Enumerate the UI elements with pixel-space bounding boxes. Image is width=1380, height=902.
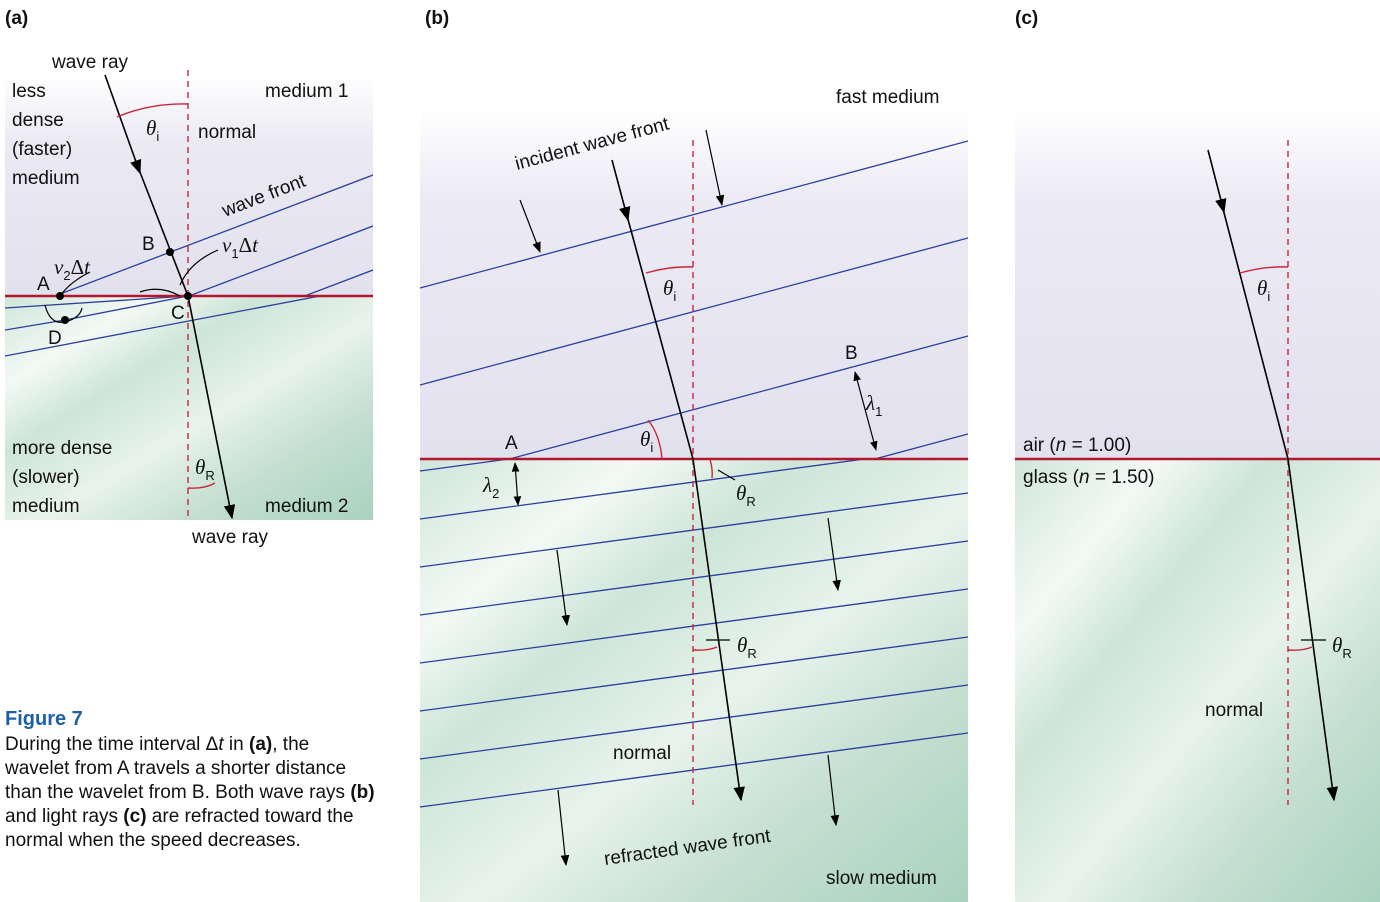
medium-label: medium 2 (265, 496, 348, 517)
panel-label: (c) (1015, 8, 1038, 29)
panel-b: (b) fast medium incident wave front θi B… (420, 8, 968, 902)
glass-bg (1015, 459, 1380, 902)
panel-c: (c) θi air (n = 1.00) glass (n = 1.50) θ… (1015, 8, 1380, 902)
caption-text: (a) (249, 734, 272, 755)
distance-label: v1Δt (222, 233, 259, 261)
point-label: A (505, 433, 518, 454)
caption-text: During the time interval (5, 734, 206, 755)
medium-label: slow medium (826, 868, 937, 889)
ray-label: wave ray (51, 52, 129, 73)
figure-caption: Figure 7 During the time interval Δt in … (5, 707, 377, 853)
figure-title: Figure 7 (5, 707, 377, 731)
medium-label: air (n = 1.00) (1023, 435, 1131, 456)
panel-label: (a) (5, 8, 28, 29)
caption-text: (b) (350, 782, 374, 803)
distance-label: v2Δt (54, 255, 91, 283)
medium-label: medium 1 (265, 81, 348, 102)
ray-label: wave ray (191, 527, 269, 548)
point-label: A (37, 274, 50, 295)
point-label: C (171, 303, 185, 324)
medium-label: fast medium (836, 87, 939, 108)
point-label: B (845, 343, 858, 364)
medium-label: glass (n = 1.50) (1023, 467, 1155, 488)
point-label: D (48, 328, 62, 349)
panel-label: (b) (425, 8, 449, 29)
fast-medium-bg (420, 110, 968, 459)
air-bg (1015, 110, 1380, 459)
normal-label: normal (613, 743, 671, 764)
normal-label: normal (198, 122, 256, 143)
page: {"figure": {"title": "Figure 7", "captio… (0, 0, 1380, 902)
caption-text: and light rays (5, 806, 123, 827)
caption-text: (c) (123, 806, 146, 827)
caption-body: During the time interval Δt in (a), the … (5, 734, 375, 851)
point-label: B (142, 234, 155, 255)
normal-label: normal (1205, 700, 1263, 721)
caption-text: in (224, 734, 249, 755)
caption-text: Δ (206, 734, 219, 755)
